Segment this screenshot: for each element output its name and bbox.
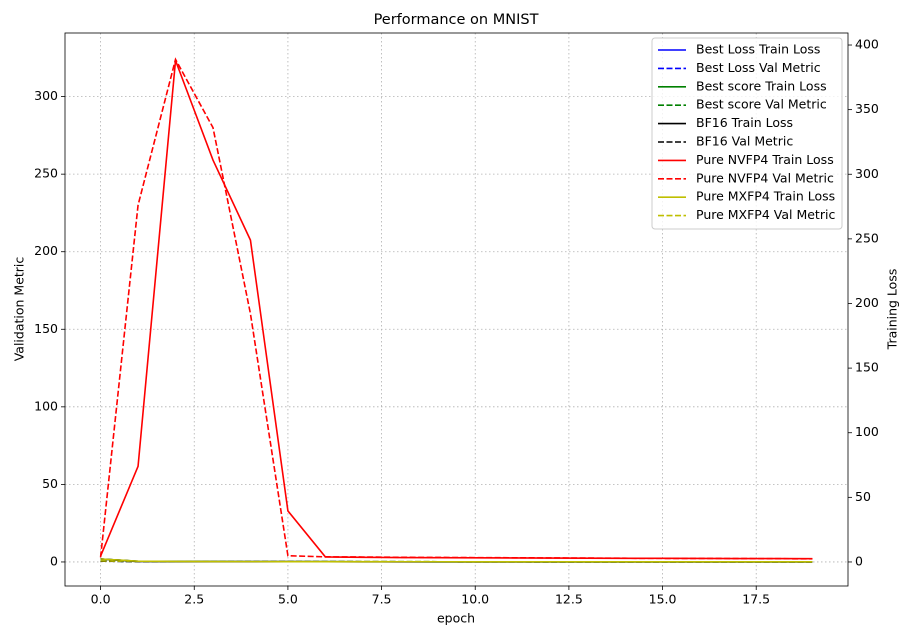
y2-tick-label: 400 [855,37,879,52]
legend-label: Pure MXFP4 Val Metric [696,207,835,222]
legend-label: Pure MXFP4 Train Loss [696,189,835,204]
x-tick-label: 15.0 [649,592,677,607]
x-axis-label: epoch [437,611,475,626]
x-tick-label: 12.5 [555,592,583,607]
y2-tick-label: 200 [855,295,879,310]
legend-label: BF16 Val Metric [696,134,793,149]
y-tick-label: 250 [34,166,58,181]
axes-frame [64,32,849,587]
y-axis-label: Validation Metric [12,257,27,362]
y2-tick-label: 250 [855,230,879,245]
axes: 0.0 2.5 5.0 7.5 10.0 12.5 15.0 17.5 0 50 100 150 200… [34,37,879,607]
series-line [99,60,813,560]
legend-label: Best score Train Loss [696,78,827,93]
x-tick-label: 7.5 [372,592,392,607]
y2-tick-label: 300 [855,166,879,181]
y-tick-label: 0 [50,553,58,568]
y2-tick-label: 50 [855,489,871,504]
x-tick-label: 2.5 [184,592,204,607]
plot-area [99,57,813,563]
y-tick-label: 150 [34,321,58,336]
y-tick-label: 200 [34,243,58,258]
x-tick-label: 10.0 [461,592,489,607]
legend: Best Loss Train Loss Best Loss Val Metric… [651,37,843,230]
legend-label: Best Loss Val Metric [696,60,821,75]
y2-tick-label: 150 [855,360,879,375]
y2-tick-label: 0 [855,553,863,568]
y2-tick-label: 100 [855,424,879,439]
series-line [100,558,813,563]
legend-label: Pure NVFP4 Train Loss [696,152,834,167]
legend-label: Best score Val Metric [696,97,827,112]
y-tick-label: 300 [34,88,58,103]
y-tick-label: 100 [34,398,58,413]
x-tick-label: 0.0 [91,592,111,607]
legend-frame [651,37,843,230]
x-tick-label: 5.0 [278,592,298,607]
x-tick-label: 17.5 [742,592,770,607]
legend-label: Pure NVFP4 Val Metric [696,170,834,185]
y2-tick-label: 350 [855,101,879,116]
y2-axis-label: Training Loss [885,269,900,351]
legend-label: BF16 Train Loss [696,115,793,130]
chart-title: Performance on MNIST [374,12,539,28]
y-tick-label: 50 [42,476,58,491]
legend-label: Best Loss Train Loss [696,42,820,57]
